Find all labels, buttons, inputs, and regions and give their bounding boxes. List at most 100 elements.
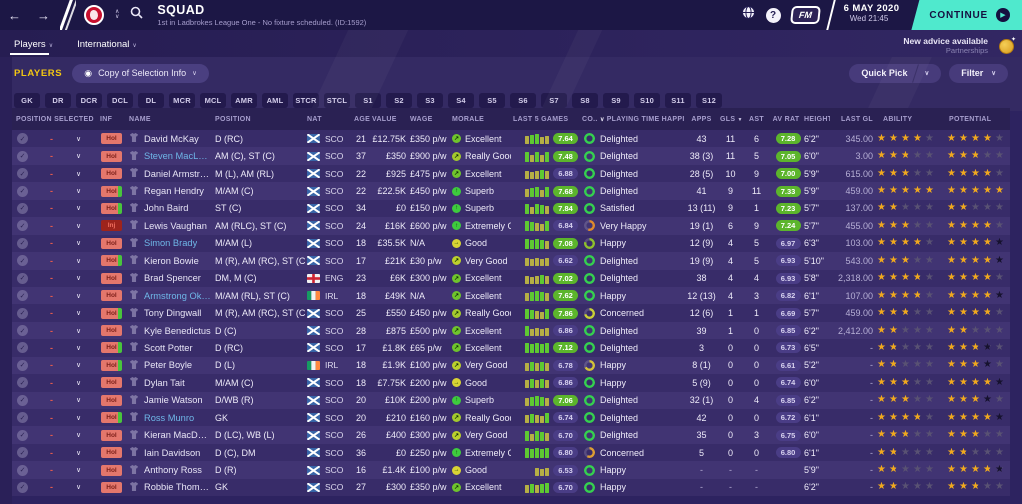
col-value[interactable]: VALUE <box>372 115 397 123</box>
row-select-check-icon[interactable]: ✓ <box>17 481 28 493</box>
row-select-check-icon[interactable]: ✓ <box>17 412 28 424</box>
row-select-check-icon[interactable]: ✓ <box>17 272 28 284</box>
table-row[interactable]: ✓ - ∨ Hol David McKay D (RC) SCO 21 £12.75K £350 … <box>12 130 1010 148</box>
player-name[interactable]: Ross Munro <box>144 412 195 423</box>
inf-badge[interactable]: Hol <box>101 237 122 249</box>
row-position-dropdown-icon[interactable]: ∨ <box>76 397 82 405</box>
row-position-dropdown-icon[interactable]: ∨ <box>76 292 82 300</box>
back-icon[interactable]: ← <box>8 7 21 23</box>
row-position-dropdown-icon[interactable]: ∨ <box>76 222 82 230</box>
advice-notification[interactable]: New advice available Partnerships <box>903 36 988 55</box>
row-select-check-icon[interactable]: ✓ <box>17 185 28 197</box>
table-row[interactable]: ✓ - ∨ Hol Robbie Thomson GK SCO 27 £300 £350 p/w ↗… <box>12 478 1010 497</box>
col-position[interactable]: POSITION <box>215 115 251 123</box>
table-row[interactable]: ✓ - ∨ Hol Iain Davidson D (C), DM SCO 36 £0 £250 … <box>12 443 1010 462</box>
inf-badge[interactable]: Hol <box>101 307 122 319</box>
col-potential[interactable]: POTENTIAL <box>949 115 992 123</box>
table-row[interactable]: ✓ - ∨ Inj Lewis Vaughan AM (RLC), ST (C) SCO 24… <box>12 217 1010 235</box>
position-filter-s9[interactable]: S9 <box>603 92 629 108</box>
player-name[interactable]: Lewis Vaughan <box>144 220 207 231</box>
row-select-check-icon[interactable]: ✓ <box>17 202 28 214</box>
col-morale[interactable]: MORALE <box>452 115 485 123</box>
player-name[interactable]: David McKay <box>144 133 199 144</box>
table-row[interactable]: ✓ - ∨ Hol John Baird ST (C) SCO 34 £0 £150 p/w ↑ Su… <box>12 199 1010 218</box>
col-ast[interactable]: AST <box>749 115 764 123</box>
table-row[interactable]: ✓ - ∨ Hol Ross Munro GK SCO 20 £210 £160 p/w ↗ Real… <box>12 409 1010 427</box>
table-row[interactable]: ✓ - ∨ Hol Kieron Bowie M (R), AM (RC), ST (C)… <box>12 252 1010 270</box>
filter-button[interactable]: Filter ∨ <box>949 63 1008 83</box>
row-position-dropdown-icon[interactable]: ∨ <box>76 362 82 370</box>
row-position-dropdown-icon[interactable]: ∨ <box>76 135 82 143</box>
player-name[interactable]: Armstrong Oko-Flex <box>144 290 211 301</box>
player-name[interactable]: Scott Potter <box>144 342 193 353</box>
row-select-check-icon[interactable]: ✓ <box>17 133 28 145</box>
position-filter-s6[interactable]: S6 <box>510 92 536 108</box>
col-wage[interactable]: WAGE <box>410 115 433 123</box>
table-row[interactable]: ✓ - ∨ Hol Dylan Tait M/AM (C) SCO 18 £7.75K £200 … <box>12 374 1010 392</box>
col-lastgl[interactable]: LAST GL <box>840 115 873 123</box>
position-filter-gk[interactable]: GK <box>14 92 40 108</box>
inf-badge[interactable]: Hol <box>101 447 122 459</box>
player-name[interactable]: Regan Hendry <box>144 186 204 197</box>
row-select-check-icon[interactable]: ✓ <box>17 290 28 302</box>
player-name[interactable]: Peter Boyle <box>144 360 193 371</box>
player-name[interactable]: John Baird <box>144 203 189 214</box>
inf-badge[interactable]: Hol <box>101 325 122 337</box>
col-playing-time-happiness[interactable]: ∨PLAYING TIME HAPPINESS <box>600 115 685 123</box>
row-select-check-icon[interactable]: ✓ <box>17 220 28 232</box>
table-row[interactable]: ✓ - ∨ Hol Brad Spencer DM, M (C) ENG 23 £6K £300 … <box>12 269 1010 287</box>
position-filter-s2[interactable]: S2 <box>386 92 412 108</box>
row-position-dropdown-icon[interactable]: ∨ <box>76 170 82 178</box>
row-select-check-icon[interactable]: ✓ <box>17 150 28 162</box>
col-inf[interactable]: INF <box>100 115 113 123</box>
position-filter-s11[interactable]: S11 <box>665 92 691 108</box>
fm-logo[interactable]: FM <box>789 6 821 24</box>
row-select-check-icon[interactable]: ✓ <box>17 237 28 249</box>
player-name[interactable]: Daniel Armstrong <box>144 168 211 179</box>
inf-badge[interactable]: Hol <box>101 255 122 267</box>
position-filter-s5[interactable]: S5 <box>479 92 505 108</box>
row-position-dropdown-icon[interactable]: ∨ <box>76 449 82 457</box>
inf-badge[interactable]: Hol <box>101 290 122 302</box>
table-row[interactable]: ✓ - ∨ Hol Peter Boyle D (L) IRL 18 £1.9K £100 p/w… <box>12 356 1010 375</box>
position-filter-dl[interactable]: DL <box>138 92 164 108</box>
position-filter-dcl[interactable]: DCL <box>107 92 133 108</box>
globe-icon[interactable] <box>741 5 756 25</box>
inf-badge[interactable]: Hol <box>101 359 122 371</box>
position-filter-s12[interactable]: S12 <box>696 92 722 108</box>
row-position-dropdown-icon[interactable]: ∨ <box>76 257 82 265</box>
tab-international[interactable]: International ∨ <box>77 39 137 50</box>
table-row[interactable]: ✓ - ∨ Hol Anthony Ross D (R) SCO 16 £1.4K £100 p/… <box>12 461 1010 479</box>
row-position-dropdown-icon[interactable]: ∨ <box>76 484 82 492</box>
row-position-dropdown-icon[interactable]: ∨ <box>76 327 82 335</box>
table-row[interactable]: ✓ - ∨ Hol Kyle Benedictus D (C) SCO 28 £875 £500 … <box>12 321 1010 340</box>
inf-badge[interactable]: Hol <box>101 202 122 214</box>
position-filter-amr[interactable]: AMR <box>231 92 257 108</box>
club-crest-icon[interactable] <box>84 5 104 25</box>
row-select-check-icon[interactable]: ✓ <box>17 168 28 180</box>
player-name[interactable]: Iain Davidson <box>144 447 201 458</box>
col-avrat[interactable]: AV RAT <box>772 115 800 123</box>
row-position-dropdown-icon[interactable]: ∨ <box>76 344 82 352</box>
row-position-dropdown-icon[interactable]: ∨ <box>76 467 82 475</box>
player-name[interactable]: Robbie Thomson <box>144 482 211 493</box>
position-filter-s4[interactable]: S4 <box>448 92 474 108</box>
tab-players[interactable]: Players ∨ <box>4 39 63 57</box>
row-position-dropdown-icon[interactable]: ∨ <box>76 275 82 283</box>
inf-badge[interactable]: Hol <box>101 481 122 493</box>
row-select-check-icon[interactable]: ✓ <box>17 307 28 319</box>
col-apps[interactable]: APPS <box>691 115 712 123</box>
position-filter-s8[interactable]: S8 <box>572 92 598 108</box>
col-gls[interactable]: GLS ▼ <box>720 115 743 123</box>
position-filter-s10[interactable]: S10 <box>634 92 660 108</box>
player-name[interactable]: Kyle Benedictus <box>144 325 211 336</box>
player-name[interactable]: Tony Dingwall <box>144 308 202 319</box>
row-position-dropdown-icon[interactable]: ∨ <box>76 432 82 440</box>
position-filter-dr[interactable]: DR <box>45 92 71 108</box>
row-position-dropdown-icon[interactable]: ∨ <box>76 240 82 248</box>
player-name[interactable]: Anthony Ross <box>144 465 202 476</box>
inf-badge[interactable]: Hol <box>101 464 122 476</box>
position-filter-aml[interactable]: AML <box>262 92 288 108</box>
player-name[interactable]: Jamie Watson <box>144 395 203 406</box>
col-ability[interactable]: ABILITY <box>883 115 913 123</box>
